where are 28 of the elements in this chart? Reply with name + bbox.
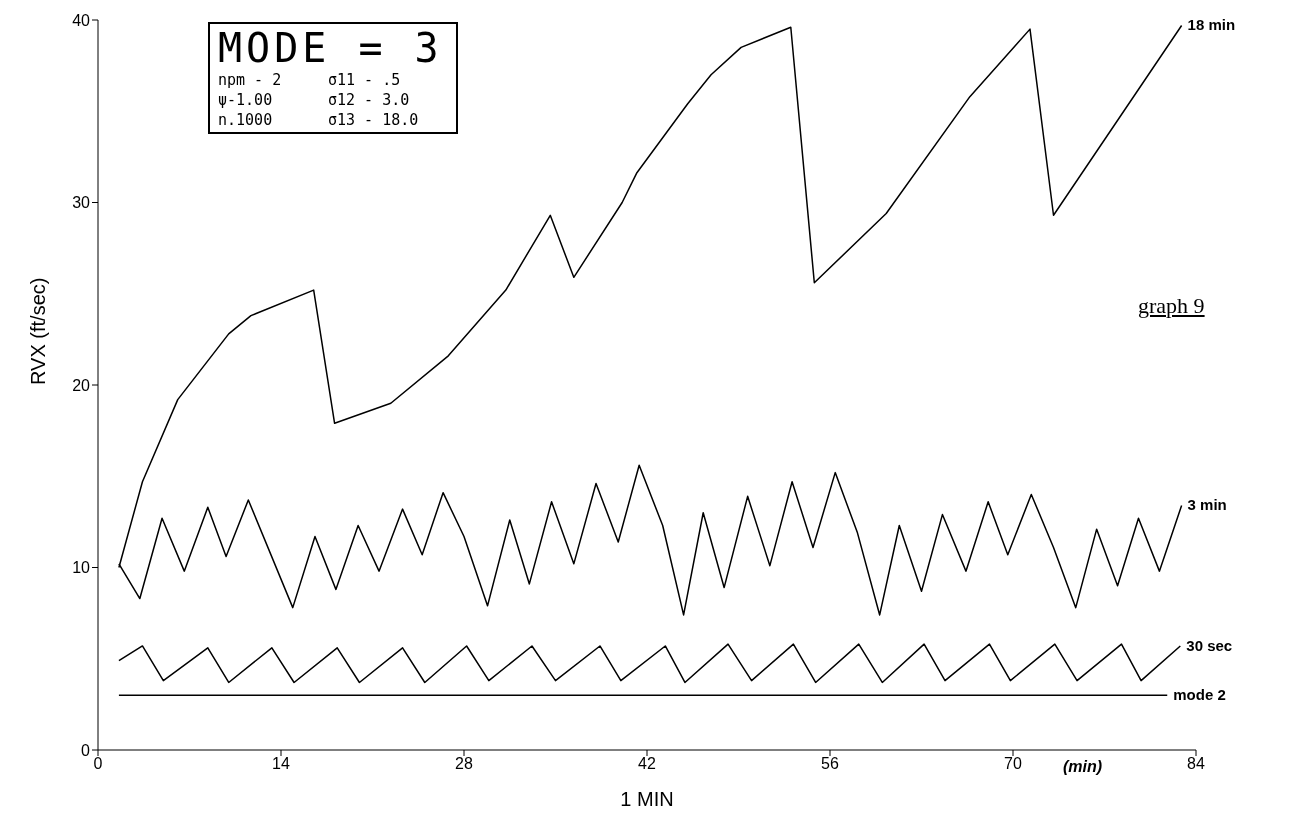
annotation: σ12 - 3.0: [328, 90, 411, 110]
annotation: σ13 - 18.0: [328, 110, 420, 130]
x-tick-label: 42: [638, 755, 656, 773]
annotation: MODE = 3: [218, 25, 444, 71]
y-tick-label: 0: [81, 741, 91, 759]
line-series: [118, 643, 1182, 684]
x-tick-label: 28: [455, 755, 473, 773]
x-tick-label: 0: [93, 755, 103, 773]
series-label: mode 2: [1173, 686, 1226, 704]
x-tick-label: 56: [821, 755, 839, 773]
annotation: graph 9: [1138, 293, 1205, 319]
series-label: 30 sec: [1186, 636, 1233, 654]
y-tick-label: 10: [72, 559, 91, 577]
annotation: ψ-1.00: [218, 90, 274, 110]
y-tick-label: 40: [72, 11, 91, 29]
x-tick-label: 14: [272, 755, 290, 773]
annotation: npm - 2: [218, 70, 283, 90]
x-axis-title: 1 MIN: [620, 788, 674, 810]
y-tick-label: 20: [72, 376, 91, 394]
series-label: 3 min: [1187, 496, 1227, 514]
y-axis-title: RVX (ft/sec): [27, 277, 50, 385]
x-tick-label: 70: [1004, 755, 1022, 773]
y-tick-label: 30: [72, 194, 91, 212]
annotation: n.1000: [218, 110, 274, 130]
text: (min): [1063, 758, 1103, 776]
x-tick-label: 84: [1187, 755, 1205, 773]
series-label: 18 min: [1187, 16, 1236, 34]
annotation: σ11 - .5: [328, 70, 402, 90]
